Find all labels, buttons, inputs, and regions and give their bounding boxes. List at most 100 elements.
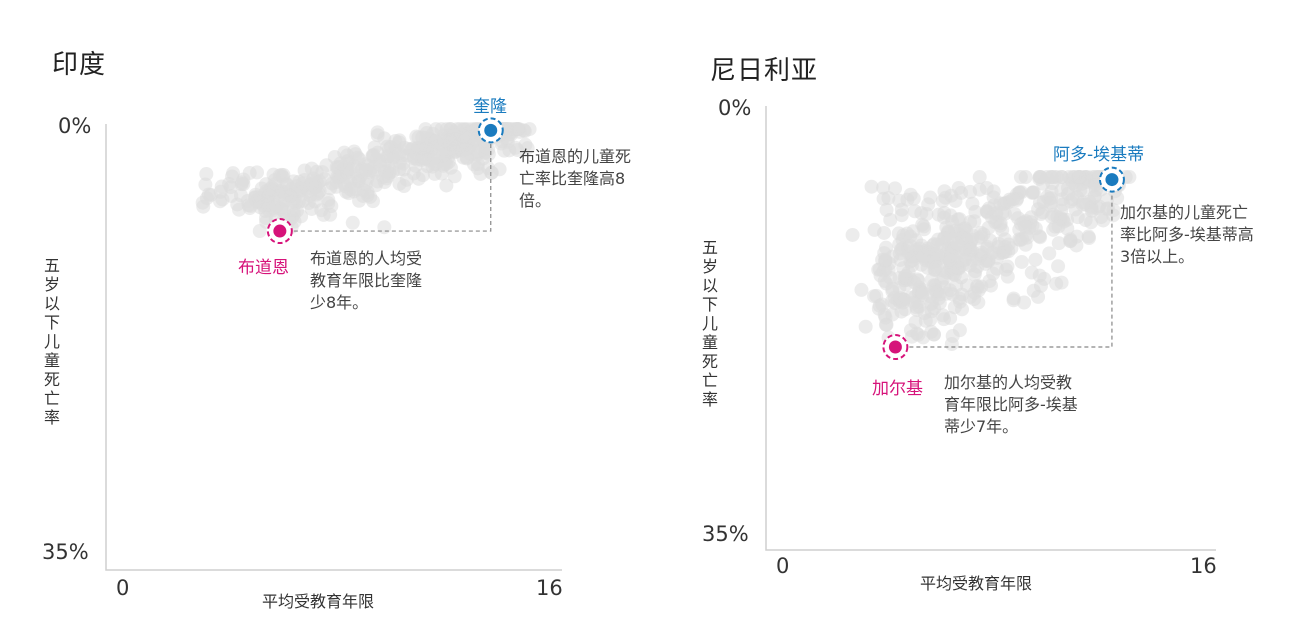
background-point — [1060, 186, 1075, 201]
background-point — [443, 136, 458, 151]
chart-panel-nigeria: 尼日利亚 0% 35% 0 16 平均受教育年限 五岁以下儿童死亡率 阿多-埃基… — [652, 0, 1304, 642]
background-point — [439, 178, 454, 193]
highlight-label-pink: 布道恩 — [238, 258, 289, 278]
highlight-point-pink — [273, 224, 287, 238]
background-point — [1014, 254, 1029, 269]
background-point — [481, 147, 496, 162]
background-point — [415, 168, 430, 183]
background-point — [888, 181, 903, 196]
background-point — [981, 252, 996, 267]
x-axis-label: 平均受教育年限 — [262, 592, 375, 611]
highlight-point-blue — [1105, 173, 1119, 187]
background-point — [1032, 170, 1047, 185]
background-point — [470, 144, 485, 159]
background-point — [924, 272, 939, 287]
background-point — [1049, 276, 1064, 291]
background-point — [232, 202, 247, 217]
scatter-plot-nigeria — [765, 106, 1216, 551]
background-point — [456, 128, 471, 143]
background-point — [924, 295, 939, 310]
chart-title: 印度 — [52, 50, 107, 80]
background-point — [297, 163, 312, 178]
background-point — [876, 180, 891, 195]
background-point — [360, 185, 375, 200]
background-point — [937, 231, 952, 246]
background-point — [858, 319, 873, 334]
background-point — [411, 130, 426, 145]
background-point — [1006, 293, 1021, 308]
background-point — [1051, 259, 1066, 274]
background-point — [864, 179, 879, 194]
background-point — [1063, 232, 1078, 247]
x-tick-right: 16 — [536, 576, 563, 600]
background-point — [1122, 170, 1137, 185]
background-point — [511, 122, 526, 137]
background-point — [878, 310, 893, 325]
background-point — [968, 204, 983, 219]
highlight-label-pink: 加尔基 — [872, 379, 923, 399]
background-point — [947, 300, 962, 315]
background-point — [943, 208, 958, 223]
background-point — [878, 252, 893, 267]
background-point — [427, 150, 442, 165]
background-point — [911, 327, 926, 342]
background-point — [392, 176, 407, 191]
background-point — [358, 162, 373, 177]
background-point — [986, 184, 1001, 199]
background-point — [1018, 219, 1033, 234]
y-tick-bottom: 35% — [702, 522, 749, 546]
background-point — [903, 239, 918, 254]
background-point — [1042, 246, 1057, 261]
background-point — [304, 174, 319, 189]
background-point — [956, 253, 971, 268]
background-point — [921, 197, 936, 212]
background-points — [845, 170, 1137, 352]
background-point — [1075, 197, 1090, 212]
x-tick-right: 16 — [1190, 554, 1217, 578]
background-point — [1072, 170, 1087, 185]
background-point — [906, 191, 921, 206]
chart-title: 尼日利亚 — [710, 56, 819, 86]
background-point — [439, 122, 454, 137]
background-point — [285, 210, 300, 225]
background-point — [345, 215, 360, 230]
background-point — [879, 202, 894, 217]
y-tick-bottom: 35% — [42, 540, 89, 564]
background-point — [266, 167, 281, 182]
background-point — [923, 312, 938, 327]
background-point — [340, 162, 355, 177]
background-point — [213, 184, 228, 199]
annotation-mortality: 布道恩的儿童死亡率比奎隆高8倍。 — [519, 147, 632, 210]
background-point — [274, 200, 289, 215]
background-point — [1001, 244, 1016, 259]
background-point — [1081, 229, 1096, 244]
connector-line — [279, 130, 492, 232]
background-point — [972, 170, 987, 185]
background-point — [924, 324, 939, 339]
background-point — [1051, 219, 1066, 234]
background-point — [1028, 252, 1043, 267]
background-point — [945, 328, 960, 343]
background-point — [500, 131, 515, 146]
background-point — [428, 134, 443, 149]
scatter-plot-india — [105, 117, 562, 571]
background-point — [845, 227, 860, 242]
background-point — [1020, 230, 1035, 245]
background-point — [1031, 202, 1046, 217]
background-point — [199, 166, 214, 181]
background-point — [251, 190, 266, 205]
background-point — [898, 302, 913, 317]
background-point — [907, 204, 922, 219]
background-point — [911, 273, 926, 288]
background-point — [915, 285, 930, 300]
annotation-mortality: 加尔基的儿童死亡率比阿多-埃基蒂高3倍以上。 — [1120, 203, 1254, 266]
background-point — [497, 143, 512, 158]
annotation-education: 加尔基的人均受教育年限比阿多-埃基蒂少7年。 — [944, 373, 1078, 436]
background-point — [908, 315, 923, 330]
background-point — [1106, 208, 1121, 223]
background-point — [1087, 190, 1102, 205]
background-point — [965, 228, 980, 243]
background-point — [1028, 221, 1043, 236]
x-tick-left: 0 — [116, 576, 130, 600]
background-point — [266, 182, 281, 197]
